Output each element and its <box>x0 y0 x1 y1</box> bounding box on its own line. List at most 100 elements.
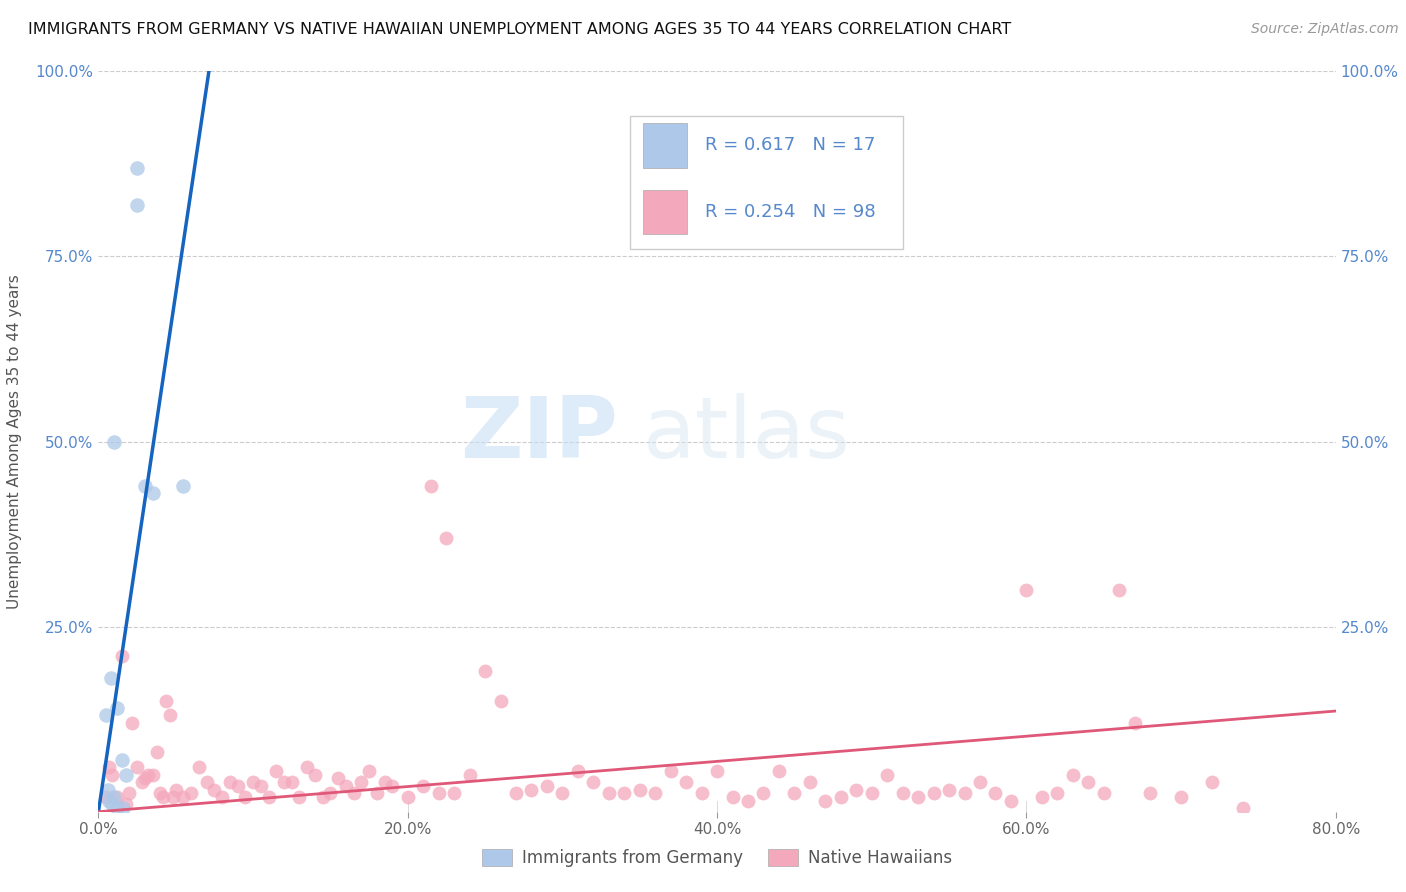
Point <box>551 786 574 800</box>
Point <box>149 786 172 800</box>
Point <box>1170 789 1192 804</box>
Point <box>1139 786 1161 800</box>
Point <box>242 775 264 789</box>
Point <box>366 786 388 800</box>
Point <box>436 531 458 545</box>
Point <box>922 786 945 800</box>
Point <box>98 794 121 808</box>
Point <box>304 767 326 781</box>
Point <box>103 434 125 449</box>
Point <box>768 764 790 778</box>
Point <box>111 649 134 664</box>
Point <box>204 782 226 797</box>
Point <box>343 786 366 800</box>
Point <box>381 779 404 793</box>
Point <box>288 789 311 804</box>
Point <box>162 789 184 804</box>
Point <box>876 767 898 781</box>
Point <box>96 789 118 804</box>
Point <box>860 786 883 800</box>
Point <box>96 708 118 723</box>
Point <box>474 664 496 678</box>
Point <box>226 779 249 793</box>
Point <box>105 789 128 804</box>
Point <box>396 789 419 804</box>
Point <box>127 197 149 211</box>
Point <box>155 694 177 708</box>
Point <box>127 760 149 774</box>
Point <box>1123 715 1146 730</box>
Point <box>1031 789 1053 804</box>
Point <box>312 789 335 804</box>
Point <box>100 672 122 686</box>
Point <box>195 775 218 789</box>
FancyBboxPatch shape <box>643 123 688 168</box>
Point <box>101 797 124 812</box>
Point <box>845 782 868 797</box>
Point <box>134 479 156 493</box>
Point <box>613 786 636 800</box>
Point <box>235 789 257 804</box>
Point <box>127 161 149 175</box>
Point <box>134 772 156 786</box>
Text: ZIP: ZIP <box>460 392 619 475</box>
Point <box>105 801 128 815</box>
Point <box>419 479 441 493</box>
Text: R = 0.617   N = 17: R = 0.617 N = 17 <box>704 136 875 154</box>
Point <box>281 775 304 789</box>
Point <box>830 789 852 804</box>
Point <box>188 760 211 774</box>
Point <box>1000 794 1022 808</box>
Point <box>659 764 682 778</box>
Point <box>219 775 242 789</box>
Point <box>98 760 121 774</box>
Point <box>536 779 558 793</box>
Point <box>675 775 697 789</box>
Point <box>374 775 396 789</box>
Point <box>136 767 159 781</box>
FancyBboxPatch shape <box>630 116 903 249</box>
Point <box>118 786 141 800</box>
Point <box>112 801 135 815</box>
Point <box>142 767 165 781</box>
Point <box>152 789 174 804</box>
Point <box>103 789 125 804</box>
Point <box>567 764 589 778</box>
Point <box>173 479 195 493</box>
Point <box>1201 775 1223 789</box>
Text: IMMIGRANTS FROM GERMANY VS NATIVE HAWAIIAN UNEMPLOYMENT AMONG AGES 35 TO 44 YEAR: IMMIGRANTS FROM GERMANY VS NATIVE HAWAII… <box>28 22 1011 37</box>
Point <box>115 797 138 812</box>
Point <box>326 772 350 786</box>
Point <box>1062 767 1084 781</box>
Point <box>335 779 357 793</box>
Point <box>1232 801 1254 815</box>
Point <box>1015 582 1038 597</box>
Point <box>142 486 165 500</box>
Point <box>131 775 153 789</box>
FancyBboxPatch shape <box>643 190 688 235</box>
Point <box>146 746 169 760</box>
Point <box>489 694 512 708</box>
Point <box>111 753 134 767</box>
Point <box>799 775 821 789</box>
Point <box>443 786 465 800</box>
Legend: Immigrants from Germany, Native Hawaiians: Immigrants from Germany, Native Hawaiian… <box>475 842 959 874</box>
Point <box>737 794 759 808</box>
Point <box>984 786 1007 800</box>
Point <box>1046 786 1069 800</box>
Point <box>273 775 295 789</box>
Point <box>211 789 233 804</box>
Point <box>250 779 273 793</box>
Point <box>319 786 342 800</box>
Point <box>644 786 666 800</box>
Point <box>101 767 124 781</box>
Point <box>814 794 837 808</box>
Point <box>180 786 202 800</box>
Point <box>505 786 527 800</box>
Point <box>721 789 744 804</box>
Text: R = 0.254   N = 98: R = 0.254 N = 98 <box>704 203 876 221</box>
Point <box>266 764 288 778</box>
Point <box>105 701 128 715</box>
Point <box>706 764 728 778</box>
Point <box>891 786 914 800</box>
